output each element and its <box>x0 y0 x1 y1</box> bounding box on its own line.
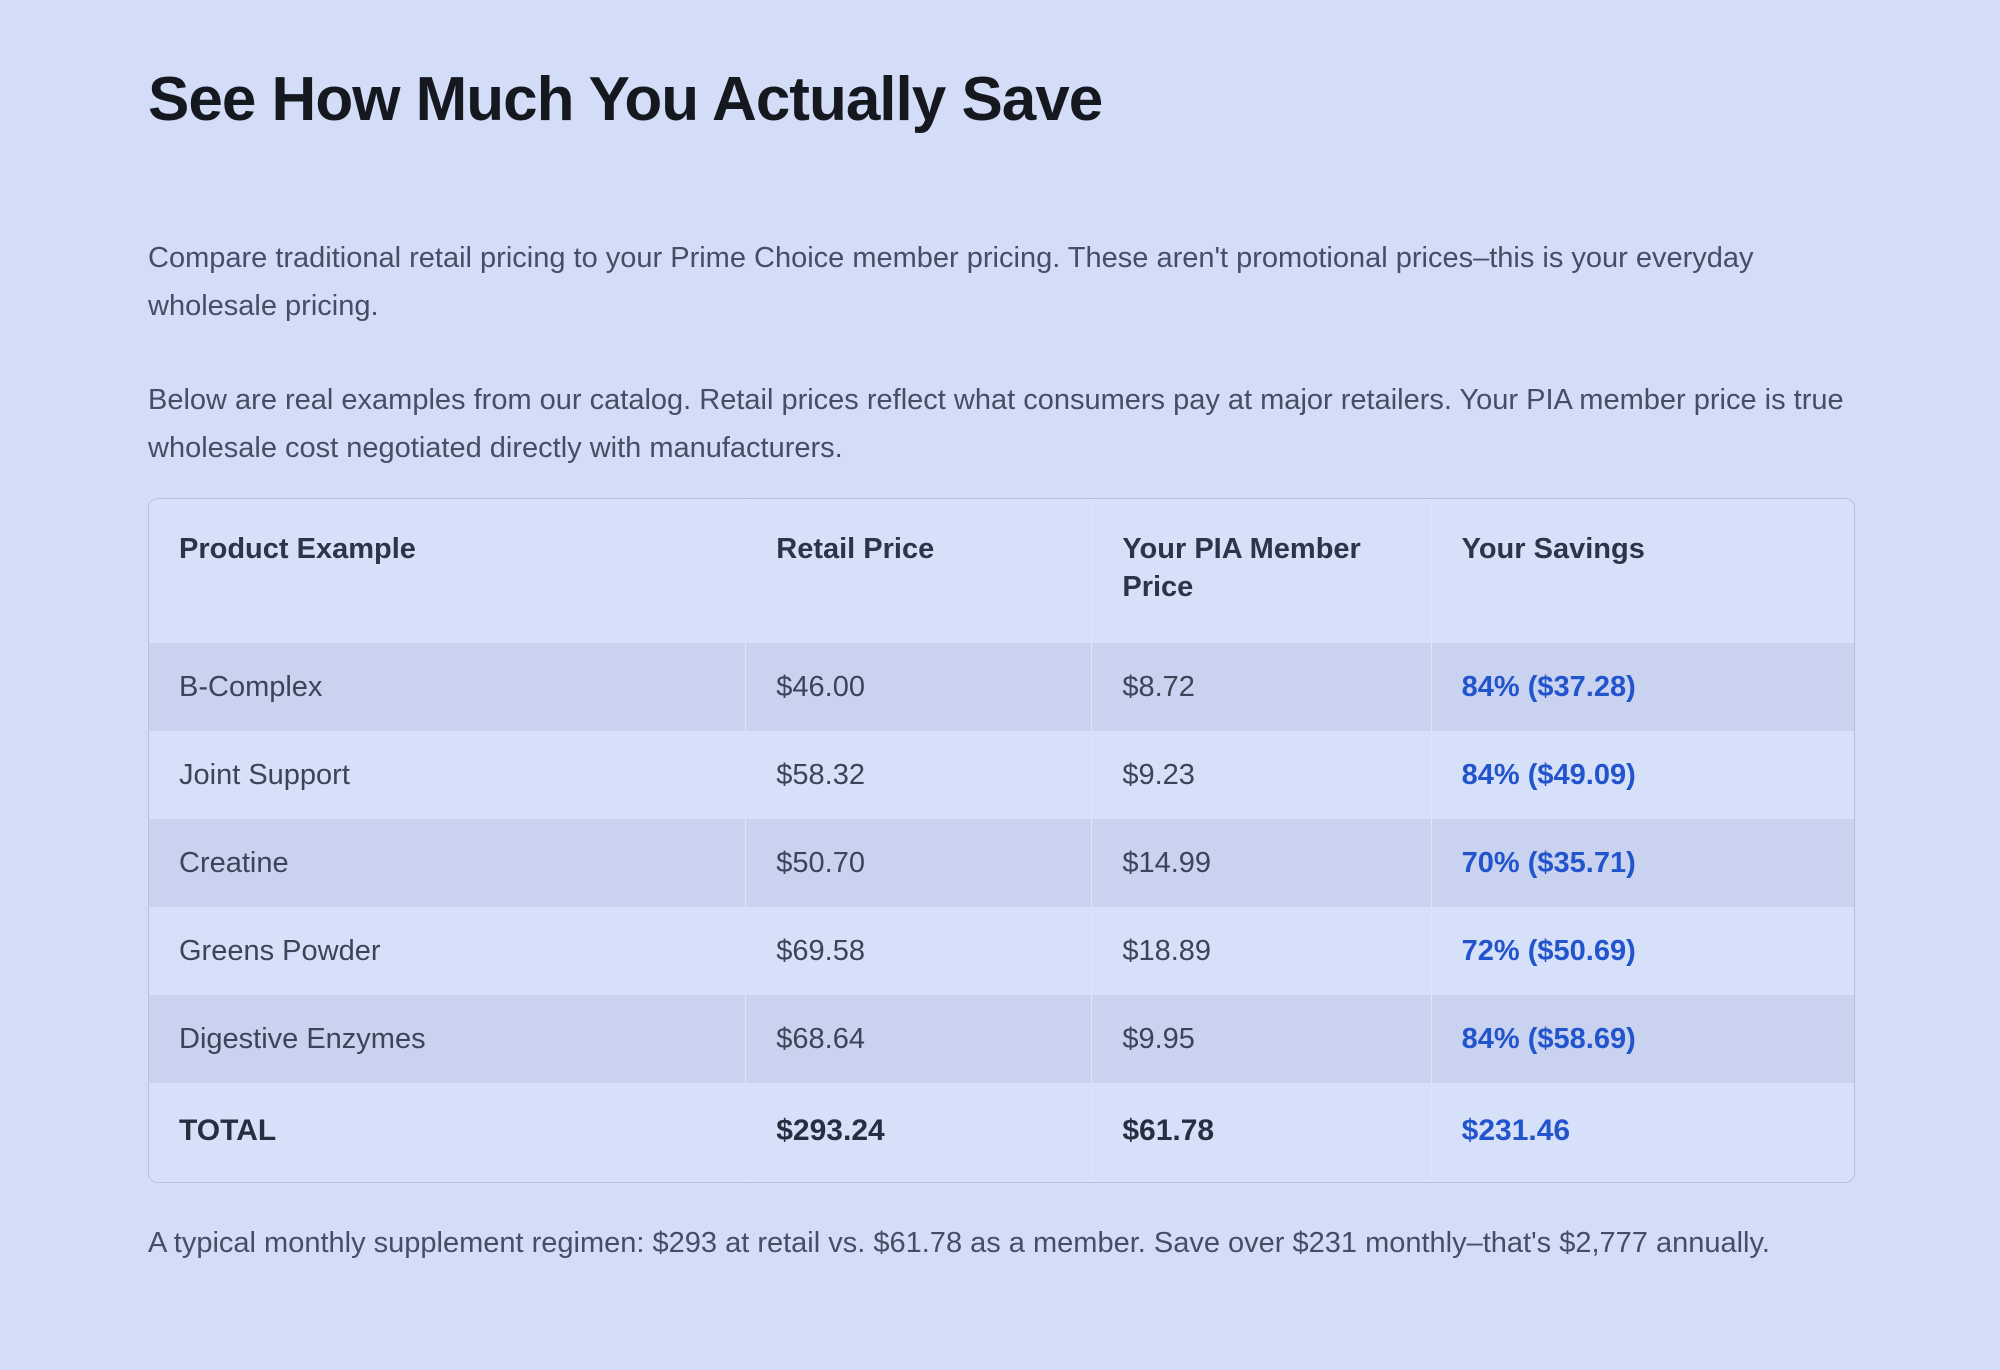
table-row: B-Complex $46.00 $8.72 84% ($37.28) <box>149 643 1854 732</box>
retail-price-cell: $68.64 <box>745 995 1092 1084</box>
member-price-cell: $9.95 <box>1091 995 1432 1084</box>
table-row: Digestive Enzymes $68.64 $9.95 84% ($58.… <box>149 995 1854 1084</box>
product-cell: Greens Powder <box>149 907 746 996</box>
pricing-comparison-table: Product Example Retail Price Your PIA Me… <box>148 498 1855 1184</box>
table-row: Greens Powder $69.58 $18.89 72% ($50.69) <box>149 907 1854 996</box>
savings-cell: 84% ($58.69) <box>1430 995 1854 1084</box>
total-retail-cell: $293.24 <box>745 1083 1092 1183</box>
product-cell: B-Complex <box>149 643 746 732</box>
column-header-member-price: Your PIA Member Price <box>1091 499 1432 644</box>
retail-price-cell: $69.58 <box>745 907 1092 996</box>
member-price-cell: $14.99 <box>1091 819 1432 908</box>
pricing-table: Product Example Retail Price Your PIA Me… <box>149 499 1854 1183</box>
total-label-cell: TOTAL <box>149 1083 746 1183</box>
savings-cell: 70% ($35.71) <box>1430 819 1854 908</box>
savings-cell: 84% ($49.09) <box>1430 731 1854 820</box>
total-savings-cell: $231.46 <box>1430 1083 1854 1183</box>
table-total-row: TOTAL $293.24 $61.78 $231.46 <box>149 1083 1854 1183</box>
table-row: Creatine $50.70 $14.99 70% ($35.71) <box>149 819 1854 908</box>
column-header-retail-price: Retail Price <box>745 499 1092 644</box>
member-price-cell: $9.23 <box>1091 731 1432 820</box>
intro-paragraph-2: Below are real examples from our catalog… <box>148 384 1844 465</box>
member-price-cell: $18.89 <box>1091 907 1432 996</box>
product-cell: Joint Support <box>149 731 746 820</box>
column-header-savings: Your Savings <box>1430 499 1854 644</box>
table-row: Joint Support $58.32 $9.23 84% ($49.09) <box>149 731 1854 820</box>
intro-paragraph-1: Compare traditional retail pricing to yo… <box>148 242 1754 323</box>
savings-cell: 84% ($37.28) <box>1430 643 1854 732</box>
page-title: See How Much You Actually Save <box>148 65 1103 134</box>
savings-cell: 72% ($50.69) <box>1430 907 1854 996</box>
retail-price-cell: $46.00 <box>745 643 1092 732</box>
column-header-product: Product Example <box>149 499 746 644</box>
retail-price-cell: $50.70 <box>745 819 1092 908</box>
member-price-cell: $8.72 <box>1091 643 1432 732</box>
product-cell: Digestive Enzymes <box>149 995 746 1084</box>
summary-note: A typical monthly supplement regimen: $2… <box>148 1227 1770 1260</box>
product-cell: Creatine <box>149 819 746 908</box>
retail-price-cell: $58.32 <box>745 731 1092 820</box>
table-header-row: Product Example Retail Price Your PIA Me… <box>149 499 1854 644</box>
savings-page: See How Much You Actually Save Compare t… <box>148 65 1855 1260</box>
total-member-cell: $61.78 <box>1091 1083 1432 1183</box>
